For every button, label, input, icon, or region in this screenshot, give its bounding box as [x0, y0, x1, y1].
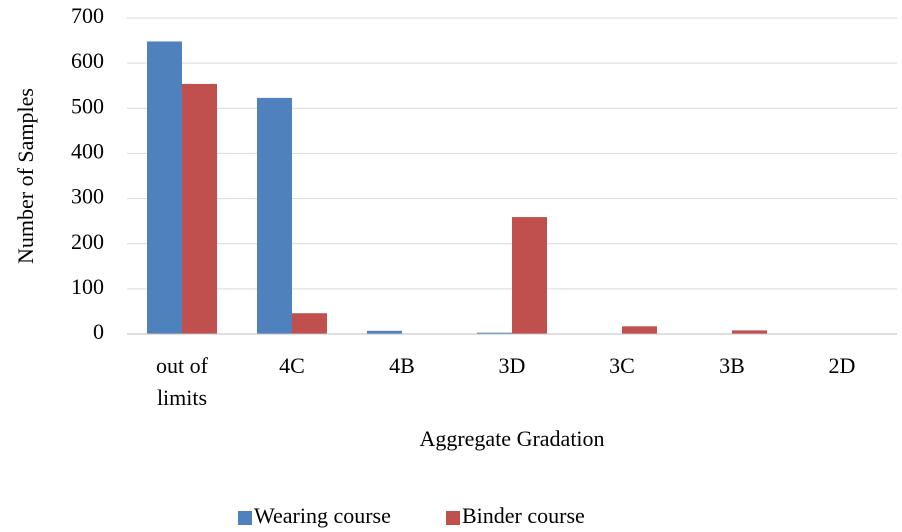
x-tick-label-box: 3B	[719, 353, 745, 378]
bar	[622, 326, 657, 334]
y-tick-label: 400	[71, 138, 104, 163]
y-tick-label: 200	[71, 229, 104, 254]
y-axis-label: Number of Samples	[13, 88, 38, 264]
y-tick-label: 100	[71, 274, 104, 299]
x-tick-label: 3C	[609, 353, 635, 378]
y-tick-label: 500	[71, 93, 104, 118]
x-tick-label-box: 3C	[609, 353, 635, 378]
bar	[477, 332, 512, 334]
x-tick-label: 3B	[719, 353, 745, 378]
y-tick-label: 300	[71, 184, 104, 209]
legend-label: Wearing course	[254, 503, 391, 528]
x-tick-label: 2D	[828, 353, 856, 378]
x-tick-label-box: out of limits	[156, 353, 208, 410]
y-tick-label: 600	[71, 48, 104, 73]
bar	[732, 330, 767, 334]
bar	[292, 313, 327, 334]
y-tick-label: 700	[71, 3, 104, 28]
bar	[257, 97, 292, 334]
x-tick-label: out of limits	[156, 353, 208, 410]
bar	[182, 83, 217, 334]
x-tick-label-box: 4C	[279, 353, 305, 378]
bar	[367, 330, 402, 334]
x-tick-label-box: 2D	[828, 353, 856, 378]
y-tick-label: 0	[93, 319, 104, 344]
x-axis-label: Aggregate Gradation	[419, 426, 604, 451]
bar	[512, 217, 547, 334]
legend-label: Binder course	[462, 503, 585, 528]
bar	[147, 41, 182, 335]
x-tick-label-box: 4B	[389, 353, 415, 378]
x-tick-label-box: 3D	[498, 353, 526, 378]
x-tick-label: 4C	[279, 353, 305, 378]
legend-swatch	[446, 511, 460, 525]
x-tick-label: 3D	[498, 353, 526, 378]
x-tick-label: 4B	[389, 353, 415, 378]
legend-swatch	[238, 511, 252, 525]
